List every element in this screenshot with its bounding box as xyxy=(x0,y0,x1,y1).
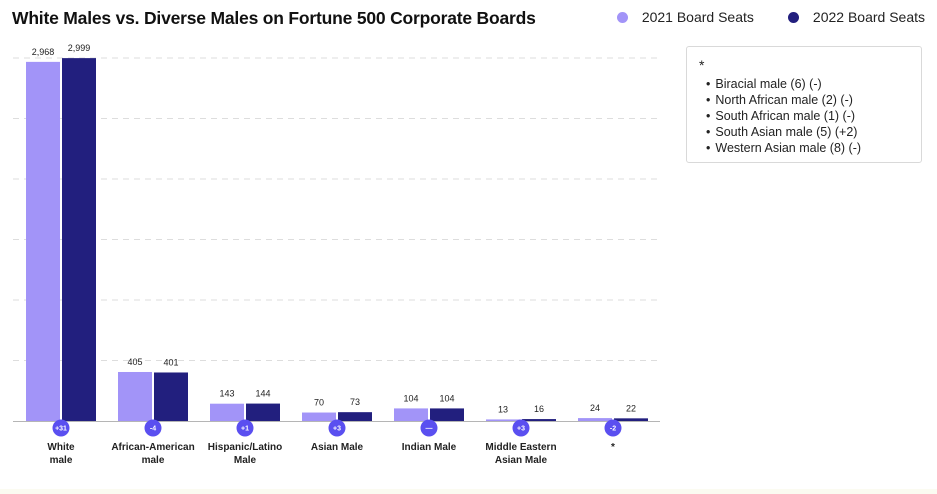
change-badge xyxy=(236,419,254,437)
bar-2021[interactable] xyxy=(26,61,60,421)
data-label: 22 xyxy=(626,403,636,413)
bars xyxy=(26,58,648,421)
change-badge-label: -4 xyxy=(150,426,156,433)
bar-2021[interactable] xyxy=(302,412,336,421)
data-label: 144 xyxy=(255,389,270,399)
legend-swatch-2022 xyxy=(787,11,799,23)
change-badge xyxy=(420,419,438,437)
data-label: 24 xyxy=(590,403,600,413)
change-badges: +31 -4 +1 +3 — +3 -2 xyxy=(52,419,622,437)
change-badge xyxy=(328,419,346,437)
data-label: 401 xyxy=(163,357,178,367)
data-label: 104 xyxy=(403,393,418,403)
data-label: 2,968 xyxy=(32,47,55,57)
gridlines xyxy=(13,57,660,422)
category-labels: White male African-American male Hispanic/La… xyxy=(47,442,615,466)
legend-swatch-2021 xyxy=(616,11,628,23)
change-badge-label: -2 xyxy=(610,426,616,433)
change-badge-label: +3 xyxy=(517,426,525,433)
category-label: male xyxy=(142,455,165,466)
data-label: 2,999 xyxy=(68,43,91,53)
data-label: 143 xyxy=(219,389,234,399)
legend-item-2022[interactable]: 2022 Board Seats xyxy=(787,9,925,25)
data-label: 104 xyxy=(439,393,454,403)
footnote-list: Biracial male (6) (-) North African male… xyxy=(699,76,909,156)
change-badge xyxy=(144,419,162,437)
category-label: male xyxy=(50,455,73,466)
bar-2022[interactable] xyxy=(246,403,280,421)
category-label: Hispanic/Latino xyxy=(208,442,282,453)
footnote-item: Biracial male (6) (-) xyxy=(706,76,909,92)
category-label: White xyxy=(47,442,75,453)
footnote-item: Western Asian male (8) (-) xyxy=(706,140,909,156)
change-badge-label: +1 xyxy=(241,426,249,433)
footnote-title: * xyxy=(699,57,705,73)
bar-2022[interactable] xyxy=(154,372,188,421)
legend-label-2021: 2021 Board Seats xyxy=(641,9,754,25)
chart-title: White Males vs. Diverse Males on Fortune… xyxy=(12,8,536,28)
change-badge xyxy=(512,419,530,437)
value-labels: 2,968 2,999 405 401 143 144 70 73 104 104 13 16 24 22 xyxy=(32,43,636,414)
bar-2022[interactable] xyxy=(338,412,372,421)
footnote-item: South African male (1) (-) xyxy=(706,108,909,124)
bar-2021[interactable] xyxy=(394,408,428,421)
category-label: Asian Male xyxy=(311,442,364,453)
bottom-strip xyxy=(0,489,937,494)
footnote-item: South Asian male (5) (+2) xyxy=(706,124,909,140)
change-badge-label: +31 xyxy=(55,426,67,433)
change-badge xyxy=(52,419,70,437)
bar-2021[interactable] xyxy=(118,371,152,421)
footnote-item: North African male (2) (-) xyxy=(706,92,909,108)
bar-2022[interactable] xyxy=(430,408,464,421)
legend: 2021 Board Seats 2022 Board Seats xyxy=(616,9,925,25)
change-badge-label: +3 xyxy=(333,426,341,433)
change-badge-label: — xyxy=(426,426,433,433)
category-label: African-American xyxy=(111,442,194,453)
bar-2021[interactable] xyxy=(578,418,612,421)
category-label: Asian Male xyxy=(495,455,548,466)
bar-2021[interactable] xyxy=(486,419,520,421)
bar-2022[interactable] xyxy=(614,418,648,421)
data-label: 70 xyxy=(314,398,324,408)
category-label: Male xyxy=(234,455,257,466)
category-label: Indian Male xyxy=(402,442,457,453)
data-label: 405 xyxy=(127,357,142,367)
bar-2021[interactable] xyxy=(210,403,244,421)
bar-2022[interactable] xyxy=(62,58,96,421)
data-label: 13 xyxy=(498,404,508,414)
legend-label-2022: 2022 Board Seats xyxy=(812,9,925,25)
data-label: 16 xyxy=(534,404,544,414)
legend-item-2021[interactable]: 2021 Board Seats xyxy=(616,9,754,25)
category-label: Middle Eastern xyxy=(485,442,556,453)
bar-2022[interactable] xyxy=(522,419,556,421)
change-badge xyxy=(604,419,622,437)
category-label: * xyxy=(611,442,615,453)
footnote-box: * Biracial male (6) (-) North African ma… xyxy=(686,46,922,163)
data-label: 73 xyxy=(350,397,360,407)
